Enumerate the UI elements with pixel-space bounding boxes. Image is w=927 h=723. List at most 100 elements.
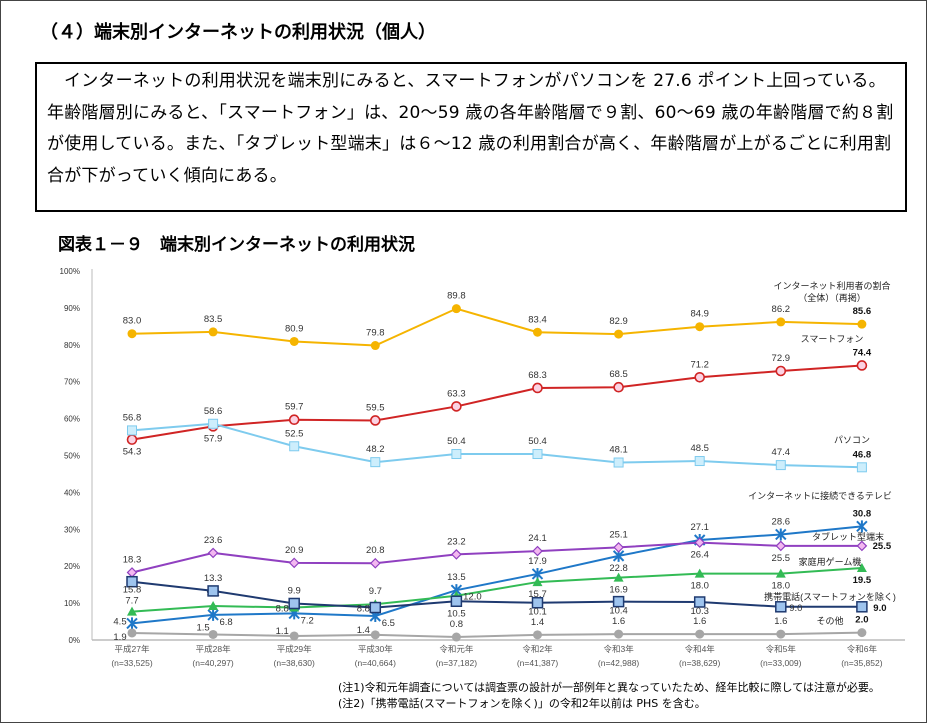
data-point xyxy=(126,617,138,630)
data-label: 1.6 xyxy=(774,616,787,627)
x-tick-label: 平成30年 xyxy=(358,644,393,654)
data-point xyxy=(369,415,381,426)
data-point xyxy=(531,596,544,609)
series-line xyxy=(131,364,862,441)
data-point xyxy=(613,572,624,582)
y-tick-label: 0% xyxy=(68,636,80,645)
data-label: 26.4 xyxy=(690,550,709,561)
x-sample-size: (n=37,182) xyxy=(436,658,478,668)
x-tick-label: 令和2年 xyxy=(522,644,553,654)
data-point xyxy=(207,585,219,597)
data-label: 80.9 xyxy=(285,323,304,334)
data-point xyxy=(776,317,786,327)
data-label: 1.9 xyxy=(113,632,126,643)
data-label: 10.3 xyxy=(690,606,709,617)
data-point xyxy=(532,577,543,587)
data-point xyxy=(775,528,787,541)
y-tick-label: 30% xyxy=(64,525,80,534)
data-label: 1.1 xyxy=(276,626,289,637)
series-line xyxy=(131,525,862,625)
data-label: 59.7 xyxy=(285,402,304,413)
data-label: 18.3 xyxy=(123,554,142,565)
series-7 xyxy=(127,628,867,642)
x-sample-size: (n=33,525) xyxy=(111,658,153,668)
data-label: 13.5 xyxy=(447,572,466,583)
data-label: 89.8 xyxy=(447,291,466,302)
data-label: 10.1 xyxy=(528,607,547,618)
data-point xyxy=(126,575,138,588)
x-sample-size: (n=38,630) xyxy=(274,658,316,668)
data-label: 7.7 xyxy=(125,596,138,607)
series-3 xyxy=(126,520,868,630)
y-tick-label: 100% xyxy=(60,267,80,276)
data-label: 20.8 xyxy=(366,545,385,556)
data-label: 2.0 xyxy=(855,615,868,626)
data-label: 15.7 xyxy=(528,589,547,600)
series-2 xyxy=(127,418,867,473)
data-point xyxy=(775,540,787,552)
data-label: 19.5 xyxy=(853,575,872,586)
data-point xyxy=(288,414,300,426)
data-label: 25.5 xyxy=(873,541,892,552)
data-point xyxy=(856,540,868,552)
note-1: (注1)令和元年調査については調査票の設計が一部例年と異なっていたため、経年比較… xyxy=(338,681,880,694)
data-label: 71.2 xyxy=(690,359,709,370)
y-tick-label: 40% xyxy=(64,488,80,497)
data-label: 16.9 xyxy=(609,585,628,596)
y-tick-label: 10% xyxy=(64,599,80,608)
data-label: 10.5 xyxy=(447,608,466,619)
data-label: 82.9 xyxy=(609,316,628,327)
data-label: 83.0 xyxy=(123,316,142,327)
data-point xyxy=(127,425,137,436)
data-label: 83.5 xyxy=(204,314,223,325)
y-tick-label: 60% xyxy=(64,415,80,424)
data-label: 63.3 xyxy=(447,388,466,399)
x-tick-label: 令和3年 xyxy=(603,644,634,654)
data-label: 68.5 xyxy=(609,369,628,380)
data-point xyxy=(451,304,461,314)
series-line xyxy=(131,422,862,469)
data-label: 6.8 xyxy=(219,617,232,628)
data-label: 58.6 xyxy=(204,406,223,417)
notes: (注1)令和元年調査については調査票の設計が一部例年と異なっていたため、経年比較… xyxy=(338,680,880,712)
x-sample-size: (n=40,664) xyxy=(355,658,397,668)
data-point xyxy=(451,549,462,560)
data-point xyxy=(533,327,542,337)
x-sample-size: (n=38,629) xyxy=(679,658,721,668)
data-label: 12.0 xyxy=(463,592,482,603)
data-point xyxy=(532,449,543,460)
data-point xyxy=(532,545,543,557)
data-label: 23.2 xyxy=(447,536,466,547)
data-point xyxy=(126,567,138,578)
data-point xyxy=(369,601,382,614)
series-name-label: パソコン xyxy=(834,435,870,445)
series-0 xyxy=(127,304,867,351)
data-label: 10.4 xyxy=(609,606,628,617)
data-label: 74.4 xyxy=(853,347,872,358)
data-point xyxy=(127,606,137,616)
data-point xyxy=(856,462,867,473)
data-point xyxy=(613,381,624,393)
x-tick-label: 平成28年 xyxy=(196,644,231,654)
series-6 xyxy=(126,575,868,614)
data-point xyxy=(776,629,786,639)
data-point xyxy=(775,365,787,377)
series-name-label: インターネットに接続できるテレビ xyxy=(748,490,892,501)
data-point xyxy=(126,434,138,445)
data-label: 15.8 xyxy=(123,585,142,596)
data-label: 1.5 xyxy=(196,622,209,633)
data-point xyxy=(857,319,867,329)
data-point xyxy=(289,441,300,452)
data-label: 6.5 xyxy=(382,618,395,629)
summary-box: インターネットの利用状況を端末別にみると、スマートフォンがパソコンを 27.6 … xyxy=(35,62,907,212)
data-point xyxy=(775,460,786,471)
data-label: 25.1 xyxy=(609,529,628,540)
x-tick-label: 平成27年 xyxy=(115,644,150,654)
series-1 xyxy=(126,360,868,445)
data-label: 1.6 xyxy=(612,616,625,627)
data-point xyxy=(857,628,867,638)
data-point xyxy=(856,601,868,613)
series-name-label: スマートフォン xyxy=(801,334,864,344)
data-point xyxy=(856,520,868,533)
